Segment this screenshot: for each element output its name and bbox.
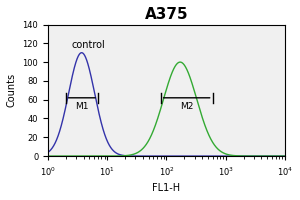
Title: A375: A375 — [145, 7, 188, 22]
Text: M1: M1 — [75, 102, 89, 111]
Text: M2: M2 — [180, 102, 193, 111]
Y-axis label: Counts: Counts — [7, 73, 17, 107]
Text: control: control — [72, 40, 105, 50]
X-axis label: FL1-H: FL1-H — [152, 183, 181, 193]
